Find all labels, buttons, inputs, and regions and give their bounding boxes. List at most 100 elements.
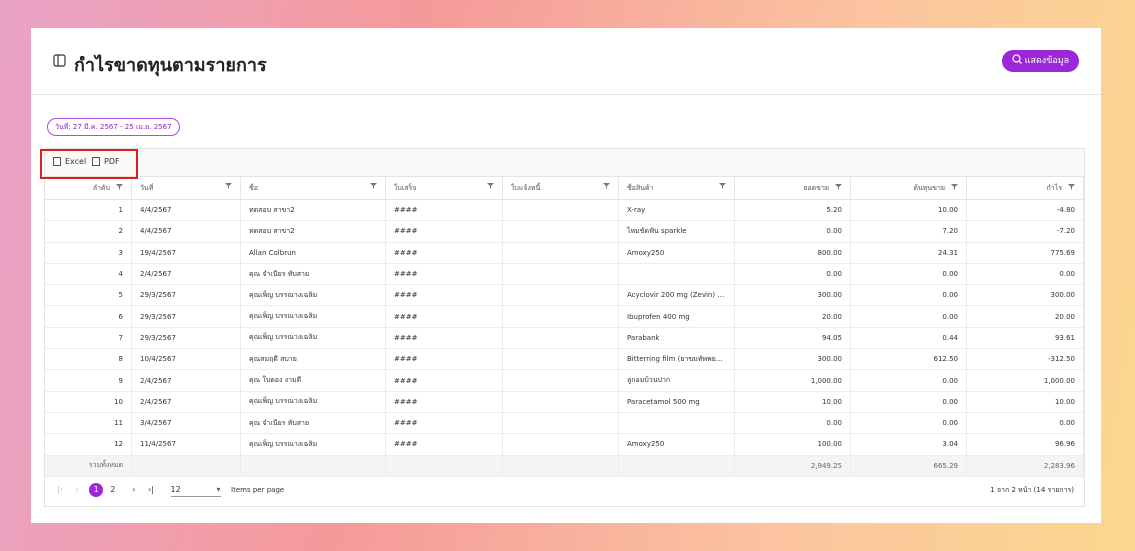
- table-cell: [502, 348, 619, 371]
- table-cell: คุณ จำเนียร ทับสาย: [240, 412, 386, 435]
- table-cell: 7.20: [850, 220, 967, 243]
- table-row: 3 19/4/2567 Allan Colbrun #### Amoxy250 800.0…: [45, 242, 1084, 264]
- per-page-select[interactable]: 12 ▾: [170, 485, 221, 497]
- table-cell: 94.05: [734, 327, 851, 350]
- table-cell: คุณ ใบตอง งามดี: [240, 369, 386, 392]
- summary-cell: [240, 455, 386, 477]
- table-cell: ####: [385, 220, 503, 243]
- table-cell: 10: [45, 391, 132, 413]
- header-label: ชื่อ: [249, 183, 258, 192]
- filter-icon: [719, 182, 726, 191]
- table-cell: 10.00: [966, 391, 1084, 413]
- table-cell: ####: [385, 433, 503, 456]
- table-cell: Bitterring film (ยาขมทัพพยา...: [618, 348, 735, 371]
- table-cell: 0.00: [850, 284, 967, 307]
- button-label: แสดงข้อมูล: [1024, 56, 1070, 66]
- table-cell: 93.61: [966, 327, 1084, 350]
- table-cell: 9: [45, 369, 132, 392]
- table-cell: ####: [385, 305, 503, 328]
- pdf-export[interactable]: PDF: [92, 157, 120, 166]
- table-cell: 800.00: [734, 242, 851, 264]
- toolbar: Excel PDF: [45, 149, 1084, 177]
- table-cell: 300.00: [966, 284, 1084, 307]
- excel-export[interactable]: Excel: [53, 157, 86, 166]
- table-cell: 0.00: [850, 263, 967, 286]
- funnel: [116, 183, 123, 190]
- table-cell: 8: [45, 348, 132, 371]
- search-icon: [1012, 54, 1022, 64]
- table-cell: -4.80: [966, 199, 1084, 222]
- table-cell: Amoxy250: [618, 433, 735, 456]
- filter-icon: [116, 183, 123, 192]
- table-cell: 2/4/2567: [131, 369, 241, 392]
- page-button[interactable]: 1: [89, 483, 104, 497]
- filter-icon: [1068, 183, 1075, 192]
- table-cell: [618, 263, 735, 286]
- table-cell: [502, 242, 619, 264]
- page-button[interactable]: 2: [110, 485, 116, 494]
- table-cell: 0.00: [966, 263, 1084, 286]
- funnel: [951, 183, 958, 190]
- table-cell: [502, 284, 619, 307]
- column-header: ลำดับ: [45, 177, 132, 200]
- table-cell: -312.50: [966, 348, 1084, 371]
- table-row: 6 29/3/2567 คุณเพ็ญ บรรณางเฉลิม #### Ibuprof…: [45, 305, 1084, 328]
- table-cell: 0.00: [850, 305, 967, 328]
- table-container: Excel PDF ลำดับ วันที่ ชื่อ ใบเสร็จ ใบแจ้งหน…: [44, 148, 1085, 507]
- table-row: 12 11/4/2567 คุณเพ็ญ บรรณางเฉลิม #### Amoxy2…: [45, 433, 1084, 456]
- table-cell: 0.00: [966, 412, 1084, 435]
- table-cell: 20.00: [966, 305, 1084, 328]
- table-cell: 1: [45, 199, 132, 222]
- table-cell: 3/4/2567: [131, 412, 241, 435]
- table-cell: คุณเพ็ญ บรรณางเฉลิม: [240, 433, 386, 456]
- summary-cell: [618, 455, 735, 477]
- show-data-button[interactable]: แสดงข้อมูล: [1002, 50, 1079, 72]
- table-cell: Acyclovir 200 mg (Zevin) 5...: [618, 284, 735, 307]
- table-cell: 24.31: [850, 242, 967, 264]
- table-cell: 10.00: [734, 391, 851, 413]
- header-label: ลำดับ: [92, 183, 110, 192]
- summary-label: รวมทั้งหมด: [45, 455, 132, 477]
- prev-page[interactable]: ‹: [75, 485, 79, 494]
- pagination: |‹ ‹ 1 2 › ›| 12 ▾ Items per page: [57, 483, 284, 497]
- table-cell: 4/4/2567: [131, 220, 241, 243]
- table-cell: 0.44: [850, 327, 967, 350]
- table-cell: 0.00: [850, 412, 967, 435]
- next-page[interactable]: ›: [132, 485, 136, 494]
- table-cell: [502, 263, 619, 286]
- table-cell: 2/4/2567: [131, 263, 241, 286]
- header-label: ยอดขาย: [803, 183, 829, 192]
- table-cell: คุณเพ็ญ บรรณางเฉลิม: [240, 284, 386, 307]
- table-cell: 19/4/2567: [131, 242, 241, 264]
- table-cell: 300.00: [734, 284, 851, 307]
- table-cell: [502, 305, 619, 328]
- table-cell: 775.69: [966, 242, 1084, 264]
- table-cell: 612.50: [850, 348, 967, 371]
- column-header: วันที่: [131, 177, 241, 200]
- table-row: 1 4/4/2567 ทดสอบ สาขา2 #### X-ray 5.20 10.00 -4…: [45, 199, 1084, 222]
- table-cell: ####: [385, 391, 503, 413]
- highlight-box: [40, 149, 138, 179]
- table-cell: 3: [45, 242, 132, 264]
- first-page[interactable]: |‹: [57, 485, 63, 494]
- last-page[interactable]: ›|: [148, 485, 154, 494]
- table-cell: X-ray: [618, 199, 735, 222]
- header-label: ใบเสร็จ: [394, 183, 417, 192]
- table-cell: ####: [385, 263, 503, 286]
- summary-cell: [131, 455, 241, 477]
- table-cell: ####: [385, 348, 503, 371]
- table-cell: 3.04: [850, 433, 967, 456]
- table-cell: 11/4/2567: [131, 433, 241, 456]
- page-title: กำไรขาดทุนตามรายการ: [74, 55, 267, 76]
- table-cell: 10.00: [850, 199, 967, 222]
- table-row: 8 10/4/2567 คุณสมฤดี สบาย #### Bitterring fi…: [45, 348, 1084, 371]
- filter-icon: [603, 182, 610, 191]
- funnel: [487, 182, 494, 189]
- file-icon: [53, 157, 61, 166]
- funnel: [370, 182, 377, 189]
- table-cell: ####: [385, 412, 503, 435]
- table-cell: คุณเพ็ญ บรรณางเฉลิม: [240, 391, 386, 413]
- table-cell: [502, 412, 619, 435]
- date-filter-chip[interactable]: วันที่: 27 มี.ค. 2567 - 25 เม.ย. 2567: [47, 118, 180, 136]
